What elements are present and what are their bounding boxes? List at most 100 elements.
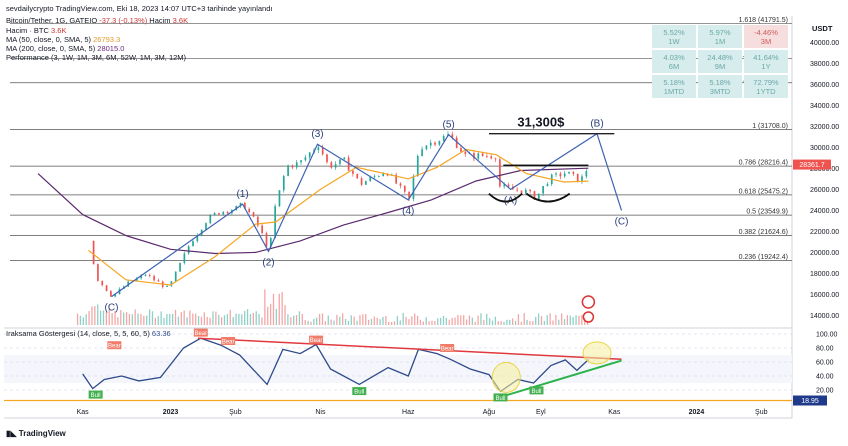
elliott-wave-line <box>111 132 623 298</box>
volume-bar <box>223 315 226 325</box>
volume-bar <box>85 314 87 325</box>
volume-bar <box>316 317 318 325</box>
volume-bar <box>486 313 488 325</box>
volume-bar <box>137 313 139 325</box>
ma50-line <box>88 148 589 286</box>
volume-bar <box>428 321 430 325</box>
candle-body <box>196 234 199 242</box>
fib-level-label: 0.236 (19242.4) <box>739 254 788 261</box>
volume-bar <box>581 314 583 325</box>
perf-cell: 41.64% 1Y <box>744 50 788 73</box>
price-tick-label: 24000.00 <box>810 208 839 215</box>
price-range-band <box>503 164 589 167</box>
perf-cell: 5.97% 1M <box>698 25 742 48</box>
author-line: sevdailycrypto TradingView.com, Eki 18, … <box>6 4 273 13</box>
osc-signal-label: Bear <box>108 344 121 350</box>
candle-body <box>252 212 255 217</box>
candle-body <box>434 142 436 145</box>
volume-bar <box>396 315 399 325</box>
bottom-arc <box>525 192 571 203</box>
candle-body <box>105 285 108 292</box>
volume-bar <box>465 319 468 325</box>
volume-bar <box>382 316 384 325</box>
price-tick-label: 22000.00 <box>810 229 839 236</box>
volume-bar <box>241 314 243 325</box>
candle-body <box>412 176 415 199</box>
volume-bar <box>180 312 182 325</box>
volume-bar <box>526 319 528 325</box>
volume-bar <box>342 313 344 325</box>
volume-bar <box>284 305 286 325</box>
wave-label: (1) <box>236 189 248 200</box>
volume-bar <box>186 317 188 325</box>
candle-body <box>486 156 488 157</box>
volume-bar <box>411 316 413 325</box>
volume-bar <box>558 319 560 325</box>
volume-bar <box>399 320 401 325</box>
volume-bar <box>416 315 419 325</box>
volume-bar <box>353 316 355 325</box>
candle-body <box>222 211 225 215</box>
candle-body <box>473 152 475 159</box>
volume-bar <box>520 321 522 325</box>
price-tick-label: 40000.00 <box>810 40 839 47</box>
candle-body <box>429 142 432 146</box>
volume-ma-value: 3.6K <box>172 16 189 25</box>
volume-bar <box>261 317 263 325</box>
candle-body <box>581 176 583 182</box>
candle-body <box>326 154 328 163</box>
volume-bar <box>439 317 442 325</box>
alert-clock-icon <box>582 311 595 323</box>
candle-body <box>157 280 160 282</box>
candle-body <box>244 202 246 209</box>
candle-body <box>282 175 285 191</box>
legend-performance: Performance (3, 1W, 1M, 3M, 6M, 52W, 1M,… <box>6 53 186 62</box>
osc-tick-label: 100.00 <box>816 332 838 339</box>
wave-label: (4) <box>402 206 414 217</box>
candle-body <box>455 137 458 148</box>
volume-bar <box>431 320 433 325</box>
volume-bar <box>220 317 223 325</box>
volume-bar <box>523 313 525 325</box>
volume-bar <box>390 321 393 325</box>
volume-bar <box>543 320 546 325</box>
last-price-tag <box>793 159 831 170</box>
volume-bar <box>336 314 338 325</box>
ma200-line <box>37 167 589 255</box>
wave-label: (C) <box>105 303 119 314</box>
osc-signal-label: Bull <box>354 390 364 396</box>
fib-level-label: 0.5 (23549.9) <box>746 209 788 216</box>
volume-bar <box>238 313 240 325</box>
osc-signal-label: Bear <box>310 338 323 344</box>
volume-bar <box>157 316 159 325</box>
volume-bar <box>540 316 543 325</box>
volume-bar <box>148 309 151 325</box>
volume-bar <box>97 304 99 325</box>
volume-bar <box>512 318 514 325</box>
volume-bar <box>146 315 148 325</box>
candle-body <box>585 171 588 177</box>
candle-body <box>451 134 454 138</box>
osc-highlight-circle <box>582 341 612 365</box>
candle-body <box>300 160 302 163</box>
candle-body <box>209 215 212 224</box>
volume-bar <box>506 319 508 325</box>
candle-body <box>256 216 259 226</box>
legend-ma200: MA (200, close, 0, SMA, 5) 28015.0 <box>6 44 124 53</box>
osc-signal-label: Bear <box>194 331 207 337</box>
volume-bar <box>125 312 128 325</box>
candle-body <box>226 211 229 214</box>
volume-bar <box>79 315 82 325</box>
volume-bar <box>272 293 275 325</box>
volume-bar <box>215 311 217 325</box>
candle-body <box>490 156 493 159</box>
wave-label: (3) <box>311 129 323 140</box>
candle-body <box>378 176 380 177</box>
volume-bar <box>206 317 208 325</box>
volume-bar <box>468 315 471 325</box>
candle-body <box>347 157 350 171</box>
price-tick-label: 14000.00 <box>810 313 839 320</box>
candle-body <box>442 135 445 141</box>
volume-bar <box>569 315 571 325</box>
